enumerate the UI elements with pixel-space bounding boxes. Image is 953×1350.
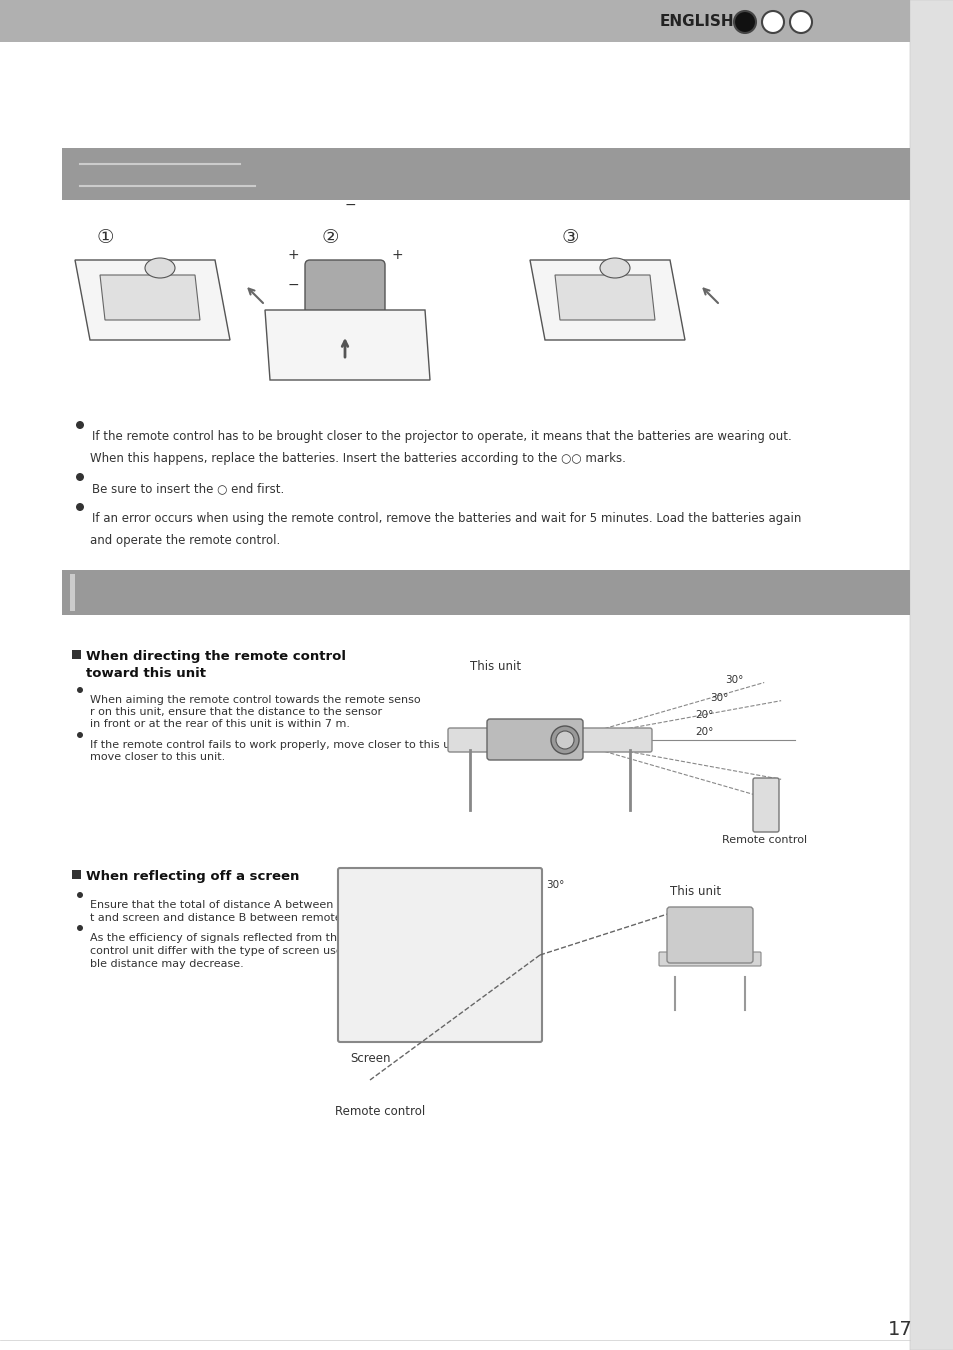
- Text: When aiming the remote control towards the remote senso: When aiming the remote control towards t…: [90, 695, 420, 705]
- Text: As the efficiency of signals reflected from the remote: As the efficiency of signals reflected f…: [90, 933, 391, 944]
- Text: control unit differ with the type of screen used, opera: control unit differ with the type of scr…: [90, 946, 389, 956]
- Text: +: +: [391, 248, 402, 262]
- FancyBboxPatch shape: [71, 869, 81, 879]
- Text: Remote control: Remote control: [335, 1106, 425, 1118]
- Text: +: +: [287, 248, 298, 262]
- Circle shape: [551, 726, 578, 755]
- Ellipse shape: [599, 258, 629, 278]
- Text: 30°: 30°: [520, 895, 538, 905]
- Text: B: B: [375, 1003, 385, 1017]
- Text: r on this unit, ensure that the distance to the sensor: r on this unit, ensure that the distance…: [90, 707, 385, 717]
- Text: −: −: [344, 198, 355, 212]
- FancyBboxPatch shape: [448, 728, 651, 752]
- Circle shape: [733, 11, 755, 32]
- Text: 20°: 20°: [516, 919, 534, 930]
- Polygon shape: [555, 275, 655, 320]
- Circle shape: [77, 892, 83, 898]
- Text: toward this unit: toward this unit: [86, 667, 206, 680]
- FancyBboxPatch shape: [71, 649, 81, 659]
- Text: Be sure to insert the ○ end first.: Be sure to insert the ○ end first.: [91, 482, 284, 495]
- Circle shape: [76, 504, 84, 512]
- Text: 20°: 20°: [695, 728, 713, 737]
- Text: in front or at the rear of this unit is within 7 m.: in front or at the rear of this unit is …: [90, 720, 350, 729]
- FancyBboxPatch shape: [0, 0, 909, 42]
- Circle shape: [76, 421, 84, 429]
- Polygon shape: [530, 261, 684, 340]
- FancyBboxPatch shape: [666, 907, 752, 963]
- Text: Screen: Screen: [350, 1052, 390, 1065]
- FancyBboxPatch shape: [486, 720, 582, 760]
- Text: and operate the remote control.: and operate the remote control.: [90, 535, 280, 547]
- Text: Ensure that the total of distance A between this uni: Ensure that the total of distance A betw…: [90, 900, 377, 910]
- Text: move closer to this unit.: move closer to this unit.: [90, 752, 225, 761]
- Text: −: −: [287, 278, 298, 292]
- Text: If the remote control has to be brought closer to the projector to operate, it m: If the remote control has to be brought …: [91, 431, 791, 443]
- Circle shape: [761, 11, 783, 32]
- FancyBboxPatch shape: [909, 0, 953, 1350]
- Text: When directing the remote control: When directing the remote control: [86, 649, 346, 663]
- Text: t and screen and distance B between remote control and screen is within 7 m.: t and screen and distance B between remo…: [90, 913, 527, 923]
- Text: This unit: This unit: [669, 886, 720, 898]
- Circle shape: [77, 925, 83, 932]
- Text: ble distance may decrease.: ble distance may decrease.: [90, 958, 244, 969]
- Text: When reflecting off a screen: When reflecting off a screen: [86, 869, 299, 883]
- Polygon shape: [75, 261, 230, 340]
- FancyBboxPatch shape: [337, 868, 541, 1042]
- Text: 30°: 30°: [709, 693, 727, 703]
- Text: This unit: This unit: [470, 660, 520, 674]
- Circle shape: [789, 11, 811, 32]
- Text: 17: 17: [886, 1320, 911, 1339]
- Text: A: A: [435, 953, 445, 967]
- Text: ③: ③: [560, 228, 578, 247]
- Text: ENGLISH: ENGLISH: [659, 15, 734, 30]
- Circle shape: [77, 687, 83, 693]
- FancyBboxPatch shape: [62, 570, 909, 616]
- Circle shape: [556, 730, 574, 749]
- Text: ②: ②: [321, 228, 338, 247]
- Text: When this happens, replace the batteries. Insert the batteries according to the : When this happens, replace the batteries…: [90, 452, 625, 464]
- Polygon shape: [100, 275, 200, 320]
- Text: Remote control: Remote control: [721, 836, 807, 845]
- FancyBboxPatch shape: [70, 574, 75, 612]
- Text: 20°: 20°: [516, 937, 534, 946]
- Text: If the remote control fails to work properly, move closer to this unit.: If the remote control fails to work prop…: [90, 740, 468, 751]
- Text: ①: ①: [96, 228, 113, 247]
- Circle shape: [77, 732, 83, 738]
- Text: 20°: 20°: [695, 710, 713, 720]
- FancyBboxPatch shape: [62, 148, 909, 200]
- FancyBboxPatch shape: [305, 261, 385, 325]
- Ellipse shape: [145, 258, 174, 278]
- FancyBboxPatch shape: [659, 952, 760, 967]
- Circle shape: [76, 472, 84, 481]
- Text: 30°: 30°: [545, 880, 563, 890]
- FancyBboxPatch shape: [752, 778, 779, 832]
- Text: 30°: 30°: [724, 675, 742, 684]
- Polygon shape: [265, 310, 430, 379]
- Text: If an error occurs when using the remote control, remove the batteries and wait : If an error occurs when using the remote…: [91, 512, 801, 525]
